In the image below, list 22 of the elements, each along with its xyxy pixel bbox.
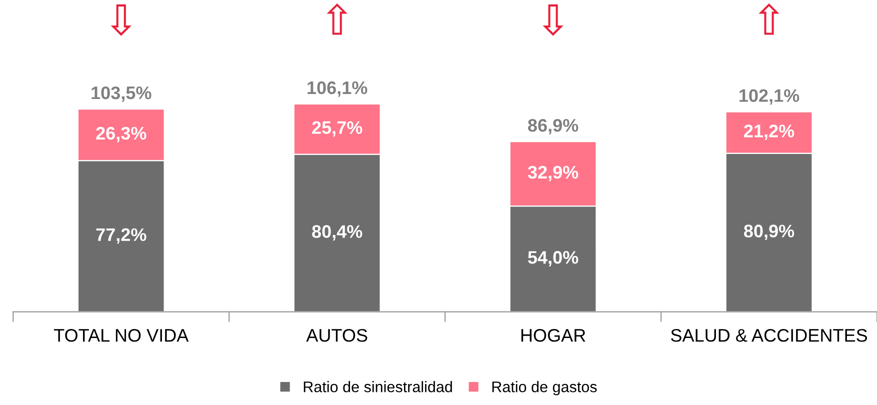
data-label: 77,2% [96, 228, 146, 244]
total-label: 103,5% [92, 86, 152, 102]
x-tick-label: SALUD & ACCIDENTES [671, 328, 868, 342]
x-tick-label: AUTOS [306, 328, 368, 342]
text: ⇧ [758, 3, 780, 35]
total-label: 86,9% [528, 118, 578, 134]
text: ⇧ [326, 3, 348, 35]
data-label: 80,9% [744, 224, 794, 240]
data-label: 80,4% [312, 225, 362, 241]
text: ⇩ [542, 4, 564, 36]
total-label: 102,1% [740, 89, 800, 105]
data-label: 25,7% [312, 121, 362, 137]
total-label: 106,1% [308, 81, 368, 97]
data-label: 26,3% [96, 126, 146, 142]
x-tick-label: HOGAR [521, 328, 586, 342]
text: ⇩ [110, 4, 132, 36]
x-tick-label: TOTAL NO VIDA [54, 328, 189, 342]
data-label: 21,2% [744, 124, 794, 140]
data-label: 54,0% [528, 251, 578, 266]
legend-label: Ratio de gastos [492, 381, 597, 396]
legend-label: Ratio de siniestralidad [304, 381, 452, 392]
data-label: 32,9% [528, 166, 578, 182]
